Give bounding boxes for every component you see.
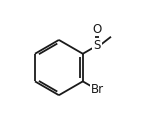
Text: Br: Br <box>91 83 104 96</box>
Text: O: O <box>92 22 102 36</box>
Text: S: S <box>93 39 101 52</box>
